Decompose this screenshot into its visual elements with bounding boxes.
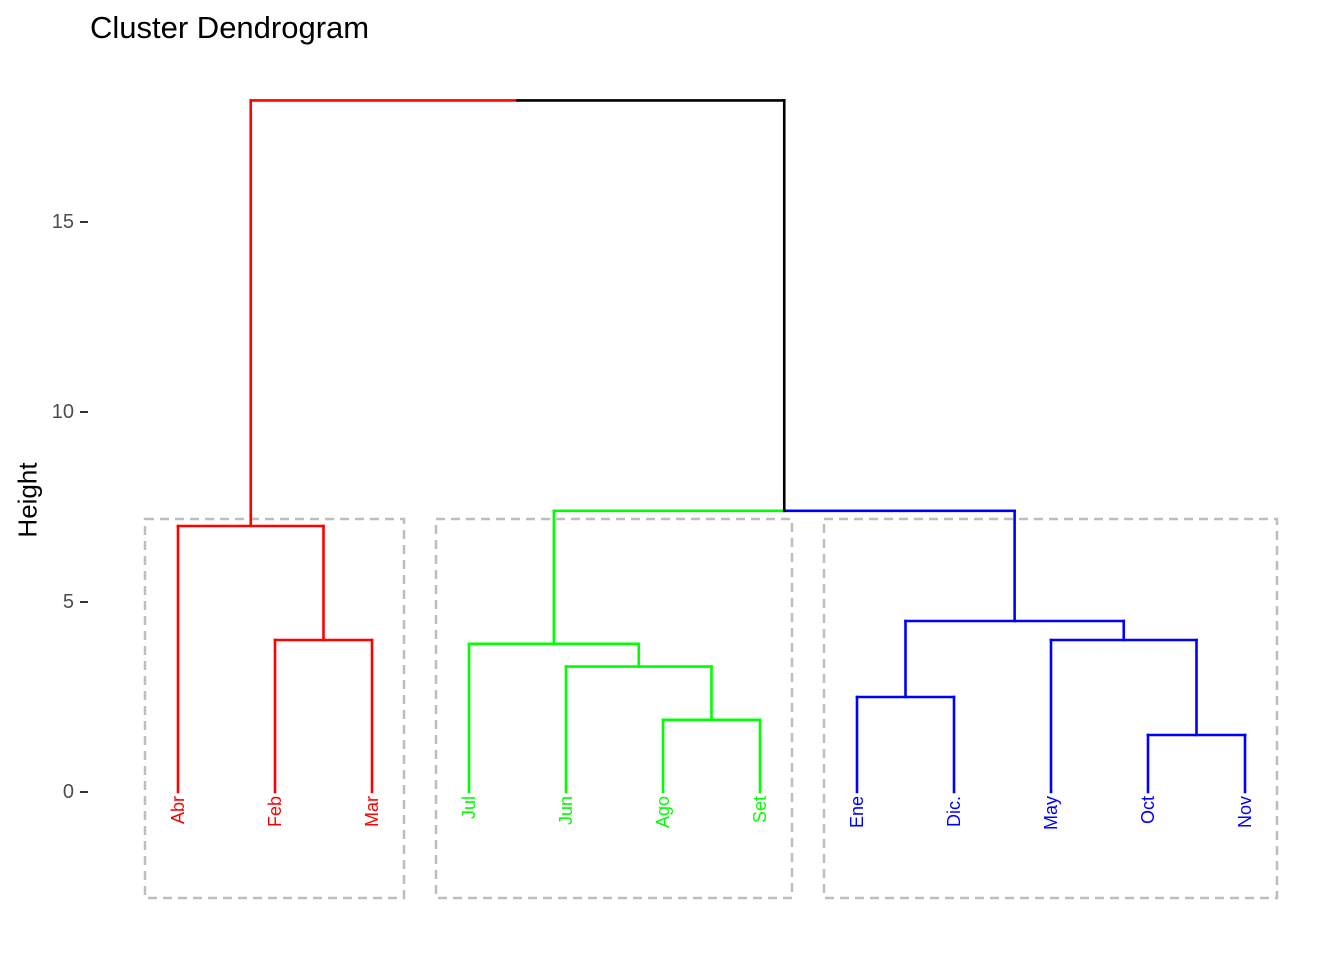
y-tick-label: 10 [52, 401, 74, 423]
leaf-label: Mar [362, 796, 382, 827]
leaf-label: Jul [459, 796, 479, 819]
y-tick-label: 0 [63, 781, 74, 803]
leaf-label: Jun [556, 796, 576, 825]
chart-title: Cluster Dendrogram [90, 10, 370, 45]
cluster-box [143, 517, 406, 900]
leaf-label: Abr [168, 796, 188, 824]
y-tick-label: 15 [52, 211, 74, 233]
leaf-label: Nov [1235, 796, 1255, 828]
cluster-box [822, 517, 1279, 900]
leaf-label: May [1041, 796, 1061, 830]
leaf-label: Oct [1138, 796, 1158, 824]
leaf-label: Set [750, 796, 770, 823]
leaf-label: Feb [265, 796, 285, 827]
y-tick-label: 5 [63, 591, 74, 613]
leaf-label: Dic. [944, 796, 964, 827]
y-axis-label: Height [12, 462, 43, 538]
leaf-label: Ago [653, 796, 673, 828]
leaf-label: Ene [847, 796, 867, 828]
cluster-box [434, 517, 794, 900]
